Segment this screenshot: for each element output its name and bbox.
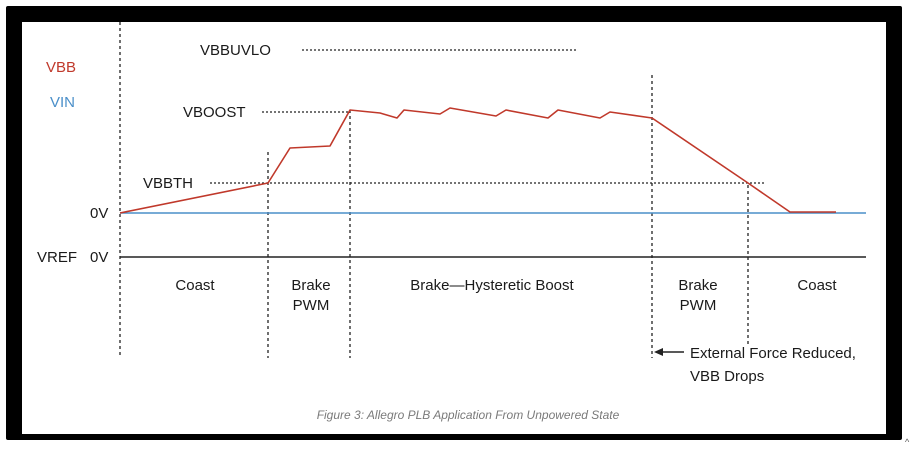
legend-vin: VIN xyxy=(50,94,75,111)
phase-brake-pwm-1-line2: PWM xyxy=(293,297,330,314)
annotation-line2: VBB Drops xyxy=(690,368,764,385)
level-vbbth-label: VBBTH xyxy=(143,175,193,192)
annotation-line1: External Force Reduced, xyxy=(690,345,856,362)
vbb-trace xyxy=(119,107,836,214)
level-vbbuvlo-label: VBBUVLO xyxy=(200,42,271,59)
phase-brake-pwm-2-line2: PWM xyxy=(680,297,717,314)
phase-coast-end: Coast xyxy=(797,277,837,294)
level-zero-v-label: 0V xyxy=(90,205,108,222)
corner-mark: ^ xyxy=(905,437,910,447)
phase-coast-start: Coast xyxy=(175,277,215,294)
annotation-arrow xyxy=(654,348,684,356)
vref-zero-label: 0V xyxy=(90,249,108,266)
figure-caption: Figure 3: Allegro PLB Application From U… xyxy=(317,408,620,422)
phase-hysteretic-boost: Brake—Hysteretic Boost xyxy=(410,277,574,294)
diagram-panel xyxy=(22,22,886,434)
legend-vbb: VBB xyxy=(46,59,76,76)
level-vboost-label: VBOOST xyxy=(183,104,246,121)
phase-boundaries xyxy=(119,22,749,358)
phase-brake-pwm-1-line1: Brake xyxy=(291,277,330,294)
vref-label: VREF xyxy=(37,249,77,266)
phase-brake-pwm-2-line1: Brake xyxy=(678,277,717,294)
